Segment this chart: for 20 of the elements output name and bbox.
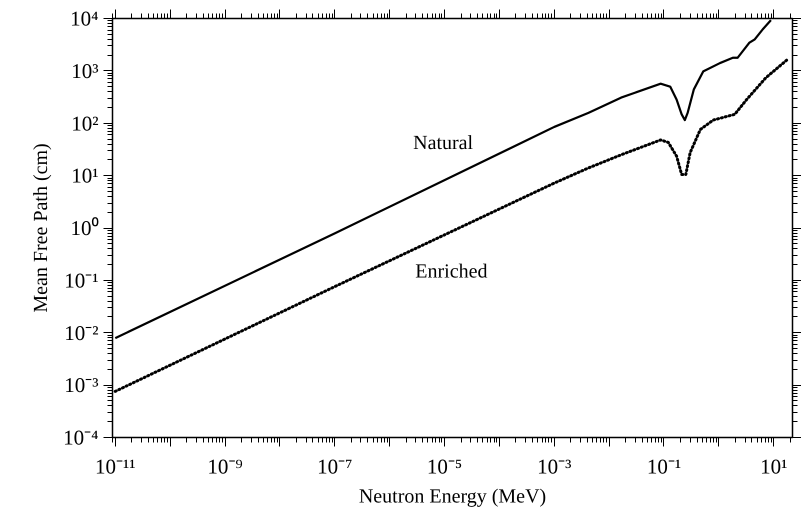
x-tick-label: 10⁻¹¹ <box>94 454 136 478</box>
y-tick-label: 10¹ <box>71 164 98 188</box>
x-tick-label: 10⁻¹ <box>646 454 682 478</box>
y-tick-label: 10⁻⁴ <box>63 426 99 450</box>
y-tick-label: 10⁴ <box>70 6 99 30</box>
x-tick-label: 10¹ <box>760 454 788 478</box>
series-label: Natural <box>413 132 474 154</box>
x-tick-label: 10⁻⁵ <box>426 454 462 478</box>
y-tick-label: 10² <box>71 111 98 136</box>
x-axis-title: Neutron Energy (MeV) <box>358 486 546 508</box>
y-tick-label: 10⁻³ <box>64 373 98 398</box>
y-tick-label: 10⁻¹ <box>64 268 98 292</box>
y-tick-label: 10⁻² <box>64 320 98 345</box>
x-tick-label: 10⁻³ <box>537 454 572 478</box>
y-tick-label: 10³ <box>71 58 98 83</box>
x-tick-label: 10⁻⁷ <box>317 454 352 478</box>
x-tick-label: 10⁻⁹ <box>207 454 243 478</box>
y-axis-title: Mean Free Path (cm) <box>30 143 52 313</box>
series-label: Enriched <box>415 260 488 283</box>
y-tick-label: 10⁰ <box>70 216 98 240</box>
